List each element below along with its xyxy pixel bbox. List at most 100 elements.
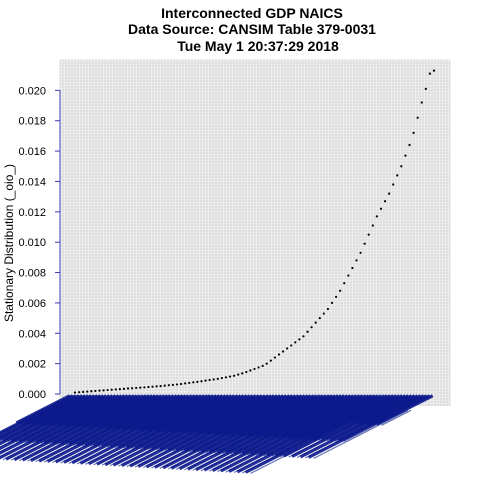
data-point bbox=[184, 382, 187, 385]
data-point bbox=[135, 386, 138, 390]
data-point bbox=[131, 387, 134, 390]
data-point bbox=[347, 274, 350, 277]
data-point bbox=[269, 359, 272, 362]
data-point bbox=[98, 389, 101, 392]
data-point bbox=[90, 390, 93, 393]
data-point bbox=[73, 391, 77, 394]
y-tick-labels: 0.000 0.002 0.004 0.006 0.008 0.010 0.012 0.014… bbox=[18, 85, 46, 401]
data-point bbox=[220, 376, 223, 380]
y-tick-label: 0.016 bbox=[18, 146, 46, 158]
data-point bbox=[359, 251, 362, 254]
data-point bbox=[147, 385, 150, 389]
data-point bbox=[404, 154, 407, 157]
data-point bbox=[396, 174, 399, 177]
chart-title: Interconnected GDP NAICS Data Source: CA… bbox=[128, 5, 376, 54]
data-point bbox=[82, 390, 85, 393]
data-point bbox=[428, 72, 432, 75]
data-point bbox=[306, 330, 309, 333]
y-tick-label: 0.000 bbox=[18, 389, 46, 401]
data-point bbox=[114, 388, 117, 391]
data-point bbox=[233, 374, 236, 377]
data-point bbox=[302, 335, 305, 338]
data-point bbox=[424, 87, 427, 90]
data-point bbox=[110, 388, 113, 391]
y-tick-label: 0.008 bbox=[18, 268, 46, 280]
data-point bbox=[163, 384, 166, 387]
title-line-1: Interconnected GDP NAICS bbox=[161, 5, 343, 21]
data-point bbox=[294, 341, 297, 344]
data-point bbox=[375, 215, 378, 218]
data-point bbox=[237, 373, 240, 376]
data-point bbox=[322, 312, 325, 315]
data-point bbox=[257, 366, 260, 369]
data-point bbox=[392, 183, 395, 186]
data-point bbox=[371, 224, 374, 227]
data-point bbox=[273, 356, 276, 359]
data-point bbox=[143, 386, 146, 389]
data-point bbox=[188, 381, 191, 385]
y-tick-label: 0.014 bbox=[18, 176, 46, 188]
data-point bbox=[334, 295, 338, 298]
data-point bbox=[379, 207, 383, 210]
data-point bbox=[118, 388, 121, 391]
data-point bbox=[216, 377, 219, 380]
data-point bbox=[408, 143, 411, 147]
data-point bbox=[355, 259, 358, 262]
data-point bbox=[102, 389, 105, 392]
data-point bbox=[265, 362, 268, 365]
category-label bbox=[375, 394, 434, 426]
data-point bbox=[139, 386, 142, 389]
data-point bbox=[224, 376, 228, 379]
data-point bbox=[167, 384, 170, 387]
data-point bbox=[286, 347, 289, 350]
data-point bbox=[151, 385, 154, 388]
category-label bbox=[307, 394, 431, 459]
data-point bbox=[330, 301, 334, 305]
data-point bbox=[432, 69, 436, 72]
data-point bbox=[200, 380, 203, 383]
data-point bbox=[126, 387, 130, 390]
data-point bbox=[249, 369, 252, 372]
data-point bbox=[298, 338, 301, 341]
data-point bbox=[204, 379, 207, 382]
y-tick-label: 0.004 bbox=[18, 328, 46, 340]
data-point bbox=[253, 367, 256, 371]
category-labels bbox=[0, 394, 434, 474]
data-point bbox=[343, 282, 346, 285]
title-line-3: Tue May 1 20:37:29 2018 bbox=[177, 38, 339, 54]
data-point bbox=[228, 375, 232, 378]
data-point bbox=[290, 344, 293, 347]
title-line-2: Data Source: CANSIM Table 379-0031 bbox=[128, 21, 376, 37]
data-point bbox=[339, 289, 342, 292]
data-point bbox=[277, 353, 281, 356]
data-point bbox=[400, 165, 403, 168]
y-tick-label: 0.020 bbox=[18, 85, 46, 97]
data-point bbox=[212, 378, 215, 381]
data-point bbox=[351, 266, 354, 270]
data-point bbox=[192, 381, 195, 384]
data-point bbox=[326, 307, 330, 311]
data-point bbox=[261, 364, 264, 368]
data-point bbox=[314, 321, 317, 324]
data-point bbox=[388, 192, 391, 195]
data-point bbox=[416, 116, 419, 119]
data-point bbox=[241, 372, 244, 375]
data-point bbox=[412, 131, 415, 134]
data-point bbox=[281, 350, 285, 353]
y-tick-label: 0.006 bbox=[18, 298, 46, 310]
data-point bbox=[106, 388, 109, 392]
data-point bbox=[363, 242, 366, 245]
data-point bbox=[86, 390, 89, 393]
data-point bbox=[310, 326, 313, 329]
data-point bbox=[94, 389, 97, 393]
data-point bbox=[420, 101, 423, 104]
data-point bbox=[318, 316, 321, 320]
data-point bbox=[159, 385, 162, 388]
data-point bbox=[367, 233, 370, 236]
data-point bbox=[179, 382, 183, 386]
data-point bbox=[208, 378, 211, 382]
data-point bbox=[175, 383, 179, 386]
data-point bbox=[245, 370, 248, 374]
data-point bbox=[122, 387, 126, 390]
